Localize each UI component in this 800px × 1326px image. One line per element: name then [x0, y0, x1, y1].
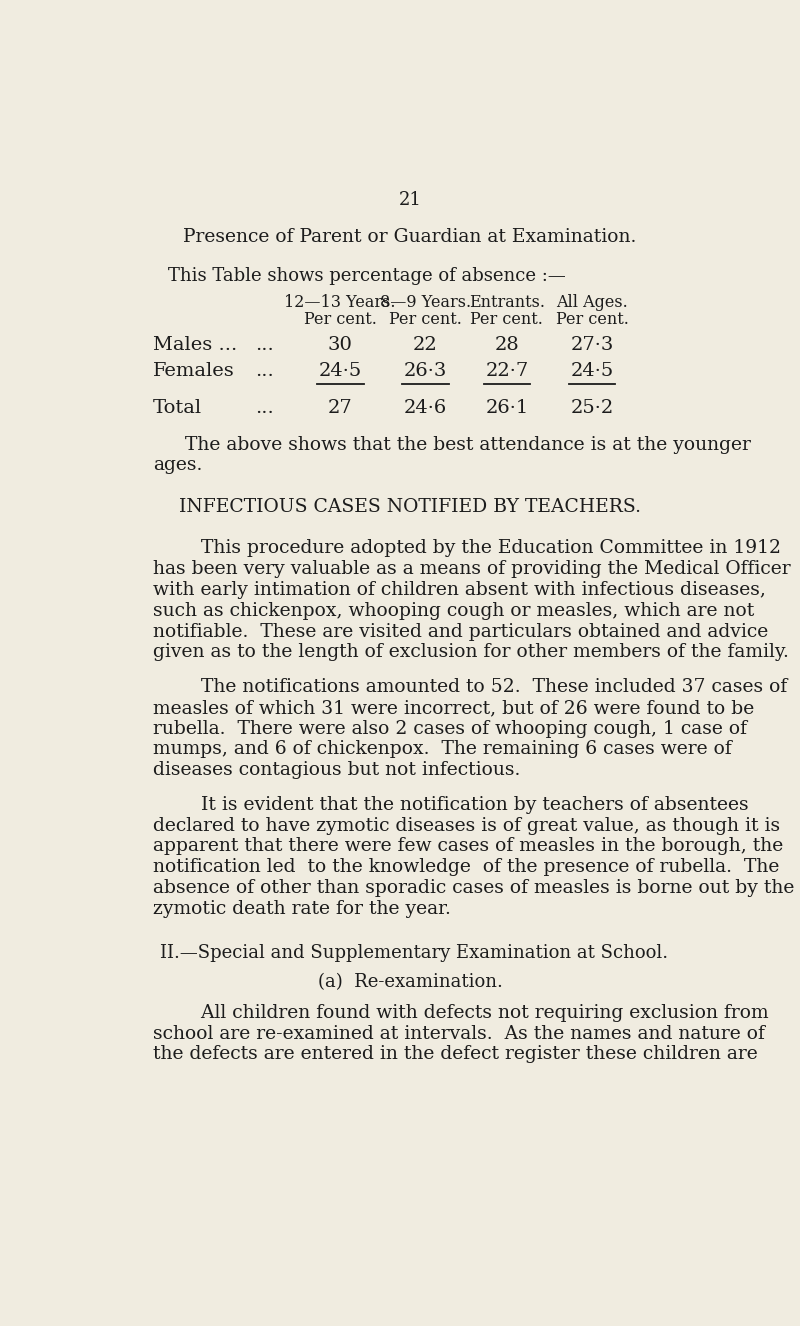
Text: ages.: ages.: [153, 456, 202, 473]
Text: 24·6: 24·6: [404, 399, 447, 418]
Text: 24·5: 24·5: [318, 362, 362, 379]
Text: given as to the length of exclusion for other members of the family.: given as to the length of exclusion for …: [153, 643, 789, 662]
Text: measles of which 31 were incorrect, but of 26 were found to be: measles of which 31 were incorrect, but …: [153, 699, 754, 717]
Text: This procedure adopted by the Education Committee in 1912: This procedure adopted by the Education …: [153, 540, 781, 557]
Text: 27·3: 27·3: [570, 337, 614, 354]
Text: 12—13 Years.: 12—13 Years.: [285, 294, 396, 310]
Text: Total: Total: [153, 399, 202, 418]
Text: 22·7: 22·7: [486, 362, 529, 379]
Text: school are re-examined at intervals.  As the names and nature of: school are re-examined at intervals. As …: [153, 1025, 765, 1042]
Text: 24·5: 24·5: [570, 362, 614, 379]
Text: with early intimation of children absent with infectious diseases,: with early intimation of children absent…: [153, 581, 766, 599]
Text: 25·2: 25·2: [570, 399, 614, 418]
Text: The notifications amounted to 52.  These included 37 cases of: The notifications amounted to 52. These …: [153, 678, 787, 696]
Text: mumps, and 6 of chickenpox.  The remaining 6 cases were of: mumps, and 6 of chickenpox. The remainin…: [153, 740, 731, 758]
Text: (a)  Re-examination.: (a) Re-examination.: [318, 973, 502, 991]
Text: All Ages.: All Ages.: [556, 294, 628, 310]
Text: notifiable.  These are visited and particulars obtained and advice: notifiable. These are visited and partic…: [153, 623, 768, 640]
Text: such as chickenpox, whooping cough or measles, which are not: such as chickenpox, whooping cough or me…: [153, 602, 754, 619]
Text: the defects are entered in the defect register these children are: the defects are entered in the defect re…: [153, 1045, 758, 1063]
Text: Males ...: Males ...: [153, 337, 237, 354]
Text: This Table shows percentage of absence :—: This Table shows percentage of absence :…: [168, 267, 566, 285]
Text: 26·3: 26·3: [404, 362, 447, 379]
Text: INFECTIOUS CASES NOTIFIED BY TEACHERS.: INFECTIOUS CASES NOTIFIED BY TEACHERS.: [179, 499, 641, 516]
Text: Presence of Parent or Guardian at Examination.: Presence of Parent or Guardian at Examin…: [183, 228, 637, 247]
Text: 27: 27: [328, 399, 353, 418]
Text: Per cent.: Per cent.: [304, 310, 377, 328]
Text: diseases contagious but not infectious.: diseases contagious but not infectious.: [153, 761, 520, 780]
Text: zymotic death rate for the year.: zymotic death rate for the year.: [153, 900, 450, 918]
Text: absence of other than sporadic cases of measles is borne out by the: absence of other than sporadic cases of …: [153, 879, 794, 898]
Text: Females: Females: [153, 362, 234, 379]
Text: It is evident that the notification by teachers of absentees: It is evident that the notification by t…: [153, 796, 748, 814]
Text: 22: 22: [413, 337, 438, 354]
Text: ...: ...: [255, 337, 274, 354]
Text: ...: ...: [255, 399, 274, 418]
Text: declared to have zymotic diseases is of great value, as though it is: declared to have zymotic diseases is of …: [153, 817, 780, 834]
Text: ...: ...: [255, 362, 274, 379]
Text: The above shows that the best attendance is at the younger: The above shows that the best attendance…: [186, 436, 751, 455]
Text: rubella.  There were also 2 cases of whooping cough, 1 case of: rubella. There were also 2 cases of whoo…: [153, 720, 746, 737]
Text: Per cent.: Per cent.: [556, 310, 629, 328]
Text: has been very valuable as a means of providing the Medical Officer: has been very valuable as a means of pro…: [153, 561, 790, 578]
Text: 8—9 Years.: 8—9 Years.: [380, 294, 471, 310]
Text: 26·1: 26·1: [486, 399, 529, 418]
Text: Per cent.: Per cent.: [389, 310, 462, 328]
Text: Entrants.: Entrants.: [469, 294, 545, 310]
Text: Per cent.: Per cent.: [470, 310, 543, 328]
Text: 28: 28: [494, 337, 519, 354]
Text: 21: 21: [398, 191, 422, 210]
Text: notification led  to the knowledge  of the presence of rubella.  The: notification led to the knowledge of the…: [153, 858, 779, 876]
Text: All children found with defects not requiring exclusion from: All children found with defects not requ…: [153, 1004, 768, 1022]
Text: apparent that there were few cases of measles in the borough, the: apparent that there were few cases of me…: [153, 838, 783, 855]
Text: II.—Special and Supplementary Examination at School.: II.—Special and Supplementary Examinatio…: [161, 944, 669, 961]
Text: 30: 30: [328, 337, 353, 354]
